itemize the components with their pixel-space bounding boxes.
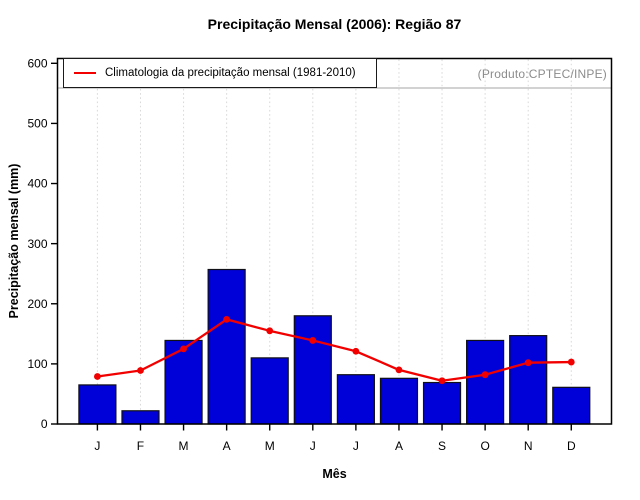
- month-bar: [207, 268, 246, 425]
- month-bar: [121, 410, 160, 425]
- climatology-point: [94, 373, 101, 380]
- climatology-point: [395, 366, 403, 374]
- climatology-point: [352, 347, 360, 355]
- month-bar: [422, 381, 462, 425]
- climatology-point: [567, 358, 575, 366]
- month-bar: [336, 374, 375, 425]
- climatology-point: [438, 377, 446, 385]
- climatology-point: [137, 367, 144, 374]
- x-tick-label: N: [524, 439, 533, 453]
- month-bar: [379, 377, 419, 425]
- climatology-point: [223, 315, 231, 323]
- x-tick-label: A: [223, 439, 231, 453]
- month-bar: [293, 315, 332, 425]
- x-tick-label: M: [179, 439, 189, 453]
- month-bar: [78, 384, 117, 425]
- x-tick-label: O: [480, 439, 489, 453]
- x-tick-label: D: [567, 439, 576, 453]
- month-bar: [164, 339, 203, 425]
- y-tick-label: 100: [27, 357, 47, 371]
- climatology-point: [180, 345, 187, 353]
- y-tick-label: 200: [27, 297, 47, 311]
- climatology-line: [96, 318, 573, 382]
- chart-title: Precipitação Mensal (2006): Região 87: [207, 16, 462, 32]
- month-bar: [552, 386, 591, 425]
- climatology-point: [266, 327, 274, 335]
- x-tick-label: J: [310, 439, 316, 453]
- legend-label: Climatologia da precipitação mensal (198…: [105, 67, 356, 79]
- x-tick-label: M: [265, 439, 275, 453]
- month-bar: [509, 335, 548, 425]
- y-axis-title: Precipitação mensal (mm): [7, 163, 21, 319]
- climatology-point: [309, 337, 317, 344]
- watermark-text: (Produto:CPTEC/INPE): [477, 67, 607, 81]
- x-axis-title: Mês: [322, 467, 347, 481]
- legend-box: Climatologia da precipitação mensal (198…: [63, 58, 377, 88]
- x-tick-label: A: [395, 439, 403, 453]
- x-tick-label: S: [438, 439, 446, 453]
- y-tick-label: 600: [27, 57, 47, 71]
- climatology-point: [524, 359, 532, 367]
- legend-line-swatch: [74, 71, 96, 75]
- x-tick-label: J: [353, 439, 359, 453]
- x-tick-label: F: [137, 439, 144, 453]
- y-tick-label: 500: [27, 117, 47, 131]
- climatology-point: [481, 371, 489, 379]
- x-tick-label: J: [94, 439, 100, 453]
- y-tick-label: 0: [41, 417, 48, 431]
- y-tick-label: 300: [27, 237, 47, 251]
- month-bar: [466, 339, 505, 425]
- month-bar: [250, 357, 289, 425]
- y-tick-label: 400: [27, 177, 47, 191]
